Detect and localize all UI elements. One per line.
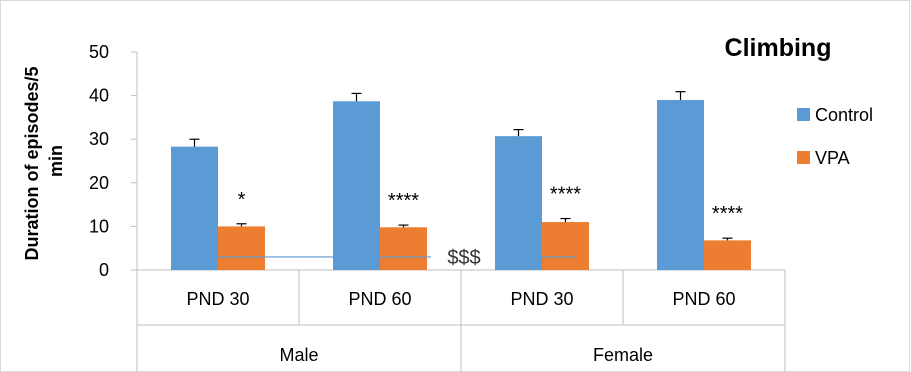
y-tick-label: 40 <box>89 86 109 106</box>
x-group-label: Female <box>593 345 653 365</box>
plot-area: 0 10 20 30 40 50 PND 30 PND 60 PND 30 PND 60 Male F… <box>89 42 786 372</box>
legend: Control VPA <box>797 105 873 168</box>
y-tick-label: 10 <box>89 216 109 236</box>
x-category-label: PND 30 <box>510 289 573 309</box>
bar-vpa-3 <box>704 240 751 270</box>
significance-label: $$$ <box>447 247 480 269</box>
x-category-label: PND 60 <box>672 289 735 309</box>
chart-title: Climbing <box>725 34 832 62</box>
bar-control-0 <box>171 146 218 270</box>
bar-control-1 <box>333 101 380 270</box>
y-axis-label: Duration of episodes/5 min <box>22 61 66 260</box>
bar-vpa-1 <box>380 227 427 270</box>
significance-asterisks: **** <box>550 184 581 206</box>
legend-swatch-vpa <box>797 151 810 164</box>
bar-vpa-0 <box>218 226 265 270</box>
significance-asterisks: **** <box>388 190 419 212</box>
legend-label-vpa: VPA <box>815 148 850 168</box>
legend-swatch-control <box>797 108 810 121</box>
y-tick-label: 0 <box>99 260 109 280</box>
bar-control-2 <box>495 136 542 270</box>
y-tick-label: 30 <box>89 129 109 149</box>
x-group-label: Male <box>279 345 318 365</box>
y-tick-label: 20 <box>89 173 109 193</box>
x-category-label: PND 60 <box>348 289 411 309</box>
y-axis-label-line-1: Duration of episodes/5 <box>22 66 42 260</box>
x-category-label: PND 30 <box>186 289 249 309</box>
y-tick-label: 50 <box>89 42 109 62</box>
significance-asterisks: **** <box>712 203 743 225</box>
y-axis-label-line-2: min <box>46 145 66 177</box>
significance-asterisks: * <box>238 189 246 211</box>
legend-label-control: Control <box>815 105 873 125</box>
bar-control-3 <box>657 99 704 271</box>
bar-vpa-2 <box>542 222 589 270</box>
